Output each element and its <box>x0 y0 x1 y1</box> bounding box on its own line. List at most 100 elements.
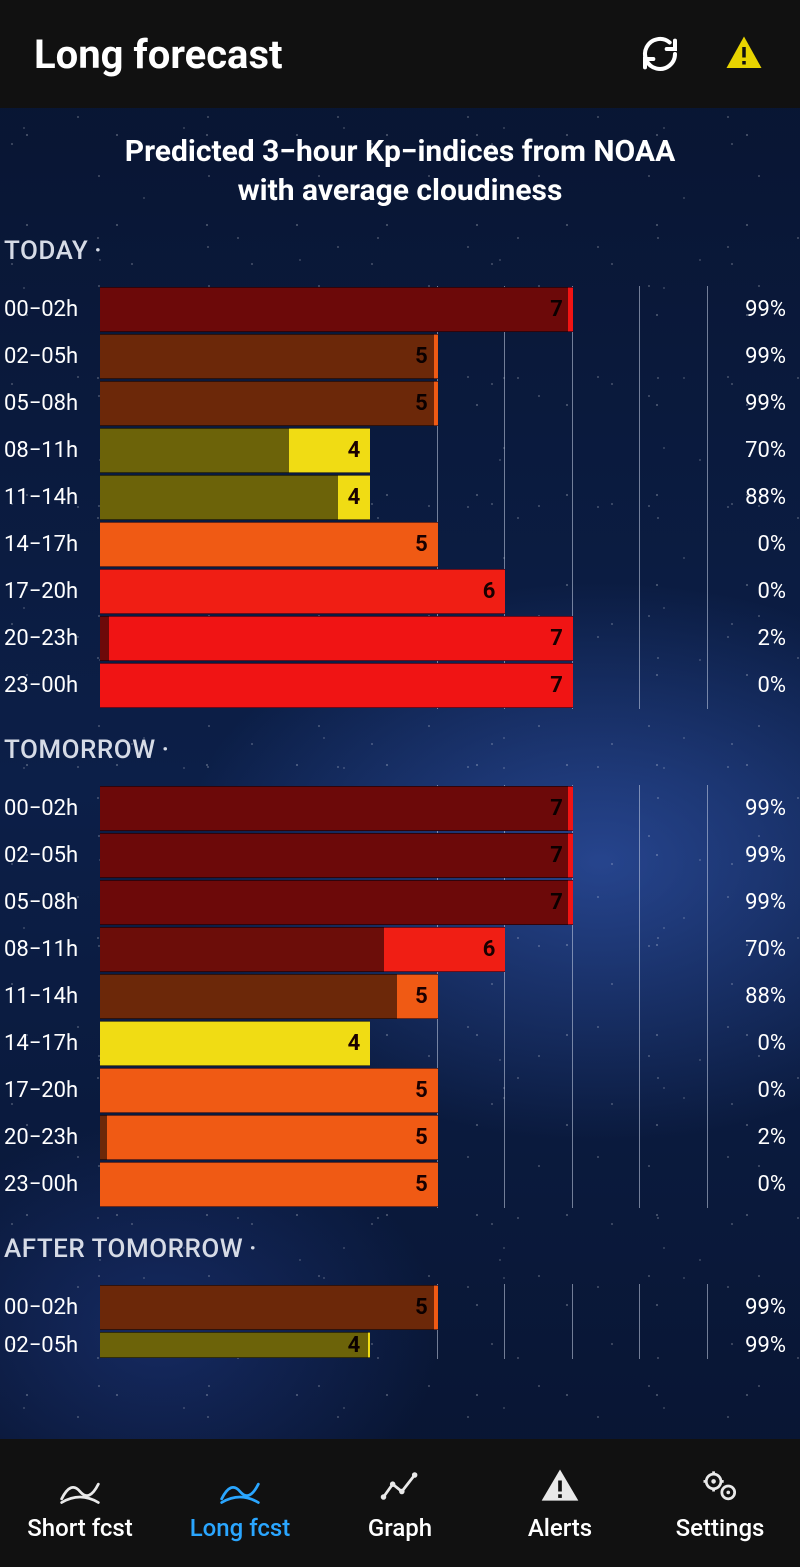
time-label: 11−14h <box>0 984 100 1009</box>
kp-bar: 7 <box>100 663 573 708</box>
bar-area: 5 <box>100 333 708 380</box>
kp-value: 5 <box>415 532 428 557</box>
kp-value: 7 <box>550 626 563 651</box>
section-label: AFTER TOMORROW <box>0 1234 800 1264</box>
nav-label: Alerts <box>528 1514 592 1542</box>
section-label: TOMORROW <box>0 735 800 765</box>
section-label: TODAY <box>0 236 800 266</box>
bar-area: 5 <box>100 1161 708 1208</box>
cloud-percent: 0% <box>708 1031 800 1056</box>
forecast-row: 20−23h 7 2% <box>0 615 800 662</box>
time-label: 00−02h <box>0 1295 100 1320</box>
time-label: 08−11h <box>0 937 100 962</box>
forecast-row: 02−05h599% <box>0 333 800 380</box>
nav-label: Settings <box>676 1514 765 1542</box>
cloud-percent: 0% <box>708 673 800 698</box>
bar-area: 4 <box>100 474 708 521</box>
forecast-row: 14−17h50% <box>0 521 800 568</box>
bar-area: 4 <box>100 1331 708 1359</box>
bar-area: 7 <box>100 615 708 662</box>
time-label: 00−02h <box>0 297 100 322</box>
forecast-row: 05−08h7 99% <box>0 879 800 926</box>
forecast-row: 23−00h 5 0% <box>0 1161 800 1208</box>
forecast-rows: 00−02h799%02−05h599%05−08h599%08−11h470%… <box>0 286 800 709</box>
kp-bar: 5 <box>100 1115 438 1160</box>
gear-icon <box>698 1464 742 1508</box>
kp-value: 5 <box>415 1078 428 1103</box>
cloud-percent: 0% <box>708 1172 800 1197</box>
kp-value: 6 <box>483 579 496 604</box>
nav-item-graph[interactable]: Graph <box>320 1439 480 1567</box>
kp-value: 5 <box>415 1125 428 1150</box>
kp-bar: 5 <box>100 1285 438 1330</box>
forecast-row: 02−05h799% <box>0 832 800 879</box>
forecast-row: 02−05h4 99% <box>0 1331 800 1359</box>
time-label: 20−23h <box>0 1125 100 1150</box>
bar-area: 5 <box>100 973 708 1020</box>
kp-bar: 7 <box>100 616 573 661</box>
bar-area: 4 <box>100 427 708 474</box>
chart-title: Predicted 3−hour Kp−indices from NOAA wi… <box>0 132 800 210</box>
cloud-percent: 88% <box>708 485 800 510</box>
refresh-button[interactable] <box>632 26 688 82</box>
aurora-icon <box>58 1464 102 1508</box>
kp-value: 7 <box>550 796 563 821</box>
kp-bar: 5 <box>100 1068 438 1113</box>
bar-area: 7 <box>100 785 708 832</box>
cloud-percent: 2% <box>708 626 800 651</box>
kp-value: 7 <box>550 843 563 868</box>
kp-bar: 5 <box>100 381 438 426</box>
forecast-rows: 00−02h 5 99%02−05h4 99% <box>0 1284 800 1359</box>
time-label: 17−20h <box>0 579 100 604</box>
kp-value: 7 <box>550 297 563 322</box>
aurora-icon <box>218 1464 262 1508</box>
kp-value: 5 <box>415 1295 428 1320</box>
cloud-percent: 99% <box>708 297 800 322</box>
nav-label: Long fcst <box>190 1514 291 1542</box>
forecast-row: 08−11h470% <box>0 427 800 474</box>
nav-item-long-fcst[interactable]: Long fcst <box>160 1439 320 1567</box>
bar-area: 5 <box>100 1067 708 1114</box>
time-label: 23−00h <box>0 1172 100 1197</box>
cloud-percent: 99% <box>708 890 800 915</box>
forecast-row: 11−14h 5 88% <box>0 973 800 1020</box>
kp-bar: 7 <box>100 880 573 925</box>
forecast-row: 05−08h599% <box>0 380 800 427</box>
chart-title-line2: with average cloudiness <box>238 173 563 208</box>
cloud-percent: 99% <box>708 391 800 416</box>
nav-item-short-fcst[interactable]: Short fcst <box>0 1439 160 1567</box>
warning-button[interactable] <box>716 26 772 82</box>
bar-area: 5 <box>100 1284 708 1331</box>
kp-bar: 6 <box>100 569 505 614</box>
kp-bar: 4 <box>100 1332 370 1358</box>
time-label: 23−00h <box>0 673 100 698</box>
kp-value: 5 <box>415 1172 428 1197</box>
kp-bar: 7 <box>100 786 573 831</box>
nav-item-settings[interactable]: Settings <box>640 1439 800 1567</box>
forecast-row: 00−02h599% <box>0 1284 800 1331</box>
cloud-percent: 99% <box>708 1333 800 1358</box>
alert-icon <box>538 1464 582 1508</box>
forecast-rows: 00−02h799%02−05h799%05−08h799%08−11h670%… <box>0 785 800 1208</box>
cloud-percent: 0% <box>708 1078 800 1103</box>
bottom-nav: Short fcst Long fcst Graph Alerts Settin… <box>0 1439 800 1567</box>
forecast-row: 14−17h40% <box>0 1020 800 1067</box>
nav-item-alerts[interactable]: Alerts <box>480 1439 640 1567</box>
kp-bar: 6 <box>100 927 505 972</box>
cloud-percent: 88% <box>708 984 800 1009</box>
aurora-icon <box>58 1464 102 1508</box>
gear-icon <box>698 1464 742 1508</box>
nav-label: Graph <box>368 1514 432 1542</box>
time-label: 20−23h <box>0 626 100 651</box>
forecast-content: Predicted 3−hour Kp−indices from NOAA wi… <box>0 108 800 1439</box>
bar-area: 7 <box>100 832 708 879</box>
time-label: 05−08h <box>0 890 100 915</box>
bar-area: 5 <box>100 1114 708 1161</box>
bar-area: 7 <box>100 286 708 333</box>
kp-value: 5 <box>415 984 428 1009</box>
time-label: 02−05h <box>0 1333 100 1358</box>
cloud-percent: 70% <box>708 438 800 463</box>
bar-area: 6 <box>100 568 708 615</box>
bar-area: 6 <box>100 926 708 973</box>
time-label: 08−11h <box>0 438 100 463</box>
